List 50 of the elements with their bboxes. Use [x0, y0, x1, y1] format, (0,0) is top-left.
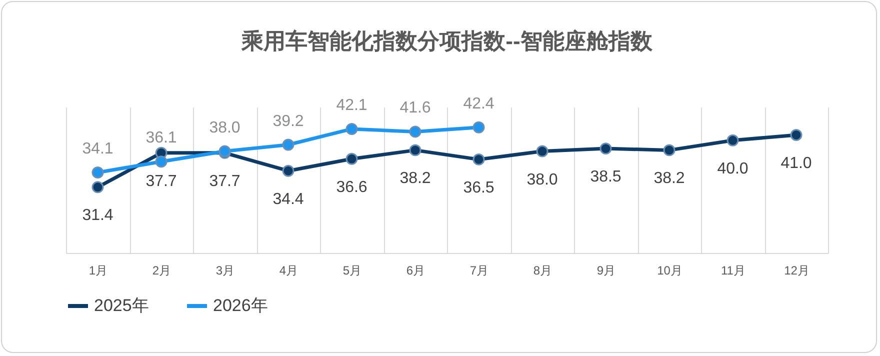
data-label: 41.6	[400, 100, 431, 117]
x-tick-label: 2月	[152, 264, 172, 278]
data-label: 39.2	[272, 112, 304, 130]
data-label: 38.0	[526, 171, 558, 188]
x-tick-label: 1月	[88, 264, 108, 278]
data-label: 38.2	[654, 170, 685, 188]
data-label: 37.7	[209, 172, 240, 190]
point	[472, 153, 485, 166]
point	[282, 164, 294, 177]
x-tick-label: 8月	[533, 264, 552, 278]
legend-label: 2025年	[94, 296, 149, 315]
point	[472, 121, 485, 134]
data-label: 31.4	[82, 207, 114, 224]
data-label: 42.1	[336, 96, 368, 114]
x-tick-label: 9月	[596, 264, 616, 278]
data-label: 41.0	[780, 154, 812, 172]
point	[409, 144, 422, 156]
x-tick-label: 4月	[279, 264, 298, 278]
x-tick-label: 5月	[342, 264, 362, 278]
point	[346, 152, 358, 165]
data-label: 37.7	[146, 172, 177, 190]
x-tick-label: 7月	[470, 264, 489, 278]
point	[92, 166, 104, 178]
data-label: 38.5	[590, 168, 622, 186]
x-tick-label: 6月	[406, 264, 426, 278]
x-tick-label: 12月	[784, 264, 810, 278]
point	[726, 134, 739, 146]
data-label: 36.5	[463, 179, 494, 196]
x-tick-label: 10月	[657, 264, 682, 278]
legend-label: 2026年	[213, 296, 268, 315]
point	[282, 138, 294, 151]
x-tick-label: 3月	[216, 264, 235, 278]
point	[600, 142, 612, 155]
point	[409, 126, 422, 138]
point	[155, 156, 168, 168]
point	[790, 128, 802, 141]
data-label: 38.0	[209, 119, 240, 136]
point	[92, 181, 104, 194]
chart-title: 乘用车智能化指数分项指数--智能座舱指数	[240, 28, 654, 54]
point	[346, 122, 358, 135]
data-label: 34.1	[82, 140, 114, 158]
data-label: 38.2	[400, 170, 431, 188]
data-label: 40.0	[717, 160, 748, 178]
data-label: 34.4	[272, 190, 304, 208]
point	[663, 144, 676, 156]
data-label: 36.1	[146, 130, 177, 147]
point	[536, 145, 548, 158]
x-tick-label: 11月	[721, 264, 746, 278]
data-label: 36.6	[336, 178, 368, 196]
data-label: 42.4	[463, 95, 494, 112]
